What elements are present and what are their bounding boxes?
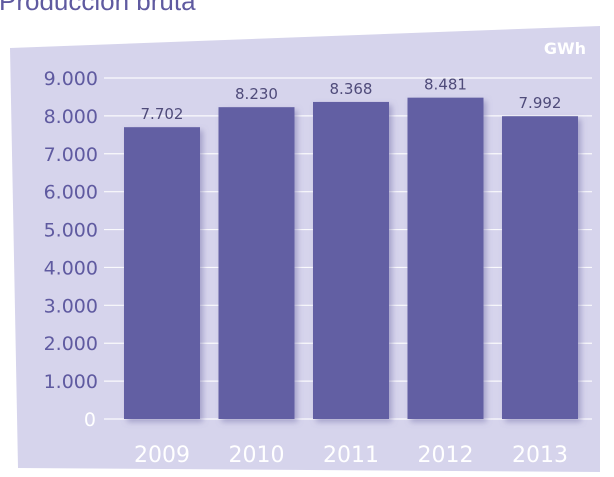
y-tick-label: 5.000 [44, 220, 98, 242]
bar-2012 [407, 97, 484, 419]
y-tick-label: 1.000 [44, 371, 98, 393]
bar-2009 [124, 127, 200, 419]
x-tick-label: 2012 [418, 443, 474, 468]
x-tick-label: 2011 [323, 443, 379, 468]
y-tick-label: 8.000 [44, 106, 98, 128]
bar-2010 [218, 107, 295, 420]
data-label-2009: 7.702 [141, 105, 184, 123]
unit-label: GWh [544, 39, 586, 58]
y-tick-label: 9.000 [44, 68, 98, 90]
x-axis: 2009 2010 2011 2012 2013 [134, 443, 568, 468]
y-tick-label: 7.000 [44, 144, 98, 166]
y-tick-label: 4.000 [44, 257, 98, 279]
data-label-2013: 7.992 [519, 94, 562, 112]
data-label-2012: 8.481 [424, 76, 467, 94]
data-label-2011: 8.368 [330, 80, 373, 98]
x-tick-label: 2010 [229, 443, 285, 468]
y-tick-label: 0 [84, 409, 96, 431]
y-tick-label: 6.000 [44, 182, 98, 204]
x-tick-label: 2009 [134, 443, 190, 468]
bar-2011 [313, 101, 389, 420]
y-axis: 0 1.000 2.000 3.000 4.000 5.000 6.000 7.000 8.00… [44, 68, 98, 431]
bars: 7.702 8.230 8.368 8.481 7.992 [124, 76, 578, 420]
y-tick-label: 3.000 [44, 295, 98, 317]
bar-2013 [502, 116, 578, 419]
x-tick-label: 2013 [512, 443, 568, 468]
y-tick-label: 2.000 [44, 333, 98, 355]
chart-title: Producción bruta [0, 0, 196, 16]
data-label-2010: 8.230 [235, 85, 278, 103]
